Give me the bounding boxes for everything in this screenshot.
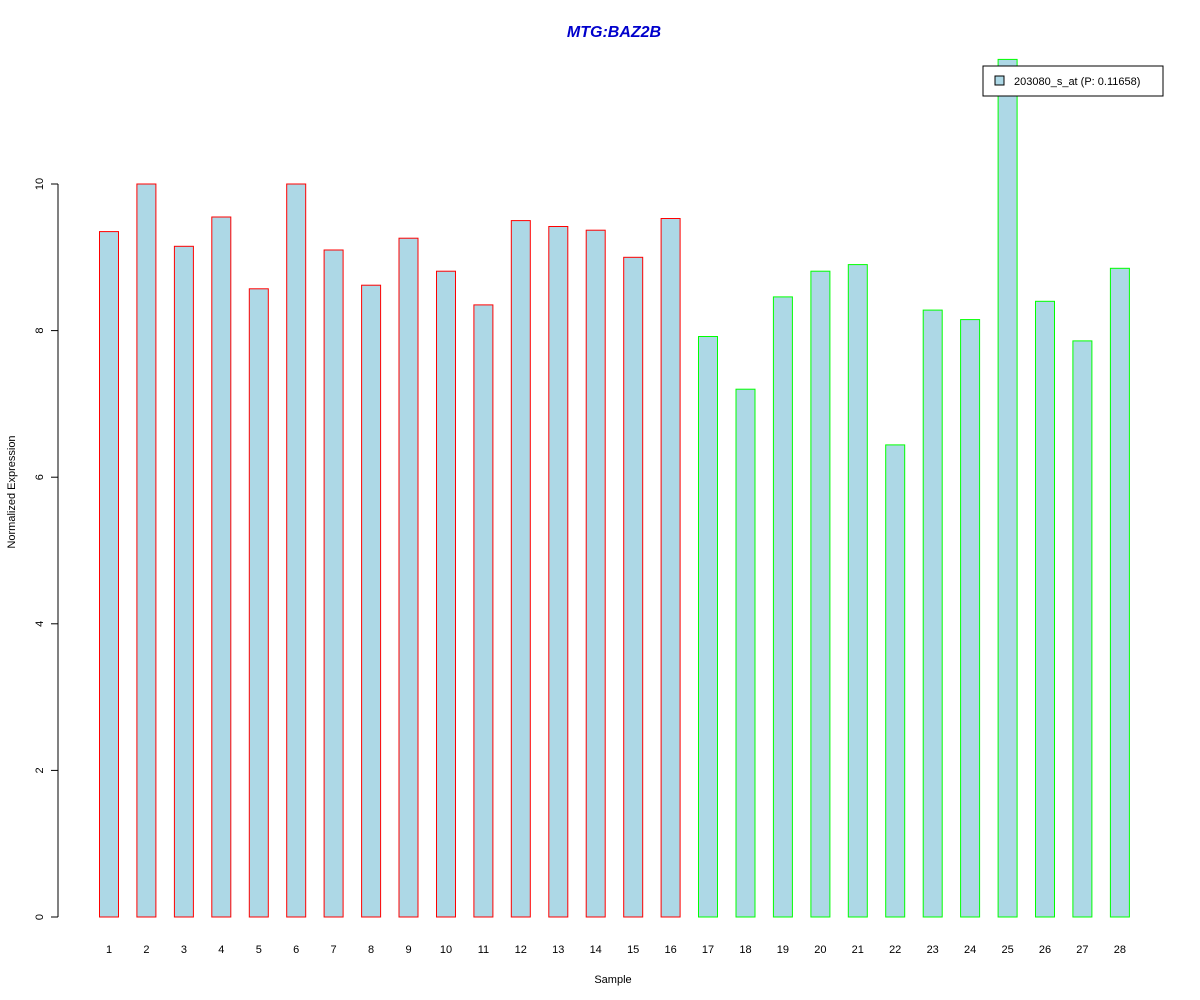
x-axis-label: Sample [594, 974, 631, 986]
bar-sample-19 [772, 296, 793, 918]
y-tick-label: 2 [34, 767, 46, 773]
x-tick-label: 18 [739, 944, 751, 956]
x-tick-label: 5 [256, 944, 262, 956]
bar-sample-6 [286, 183, 307, 918]
x-tick-label: 2 [143, 944, 149, 956]
chart-title: MTG:BAZ2B [567, 24, 661, 41]
x-tick-label: 17 [702, 944, 714, 956]
x-tick-label: 24 [964, 944, 976, 956]
bar-sample-11 [473, 304, 494, 918]
bar-sample-17 [698, 336, 718, 918]
bar-sample-7 [323, 249, 344, 918]
x-tick-label: 19 [777, 944, 789, 956]
y-axis: 0 2 4 6 8 10 [34, 178, 59, 920]
y-tick-label: 0 [34, 914, 46, 920]
bar-sample-24 [960, 319, 981, 918]
bars-group [99, 58, 1130, 918]
bar-sample-9 [398, 237, 419, 918]
bar-sample-28 [1109, 267, 1130, 918]
legend-box [982, 65, 1164, 97]
x-tick-label: 20 [814, 944, 826, 956]
bar-sample-4 [211, 216, 232, 918]
bar-sample-16 [660, 218, 681, 918]
bar-sample-26 [1035, 300, 1055, 918]
bar-sample-10 [436, 270, 456, 918]
x-tick-label: 4 [218, 944, 224, 956]
bar-sample-20 [810, 270, 831, 918]
bar-sample-25 [997, 58, 1018, 918]
x-tick-label: 10 [440, 944, 452, 956]
x-tick-label: 7 [331, 944, 337, 956]
y-tick-label: 6 [34, 474, 46, 480]
legend-swatch [994, 75, 1005, 86]
x-tick-label: 21 [852, 944, 864, 956]
x-tick-label: 15 [627, 944, 639, 956]
x-tick-label: 25 [1001, 944, 1013, 956]
bar-sample-8 [361, 284, 382, 918]
bar-sample-14 [585, 229, 606, 918]
legend: 203080_s_at (P: 0.11658) [982, 65, 1164, 97]
x-tick-label: 9 [405, 944, 411, 956]
bar-sample-5 [248, 288, 269, 918]
y-tick-label: 8 [34, 328, 46, 334]
bar-sample-23 [922, 309, 943, 918]
bar-sample-15 [623, 256, 644, 918]
y-tick-label: 4 [34, 621, 46, 627]
x-tick-label: 14 [590, 944, 602, 956]
bar-sample-27 [1072, 340, 1093, 918]
bar-sample-13 [548, 226, 569, 918]
bar-sample-18 [735, 388, 756, 918]
bar-sample-21 [847, 264, 868, 918]
y-tick-label: 10 [34, 178, 46, 190]
x-tick-label: 26 [1039, 944, 1051, 956]
x-tick-label: 1 [106, 944, 112, 956]
bar-sample-22 [885, 444, 906, 918]
bar-sample-3 [173, 245, 194, 918]
bar-sample-12 [510, 220, 531, 918]
x-tick-label: 23 [927, 944, 939, 956]
x-tick-label: 11 [478, 944, 489, 956]
x-tick-label: 13 [552, 944, 564, 956]
y-axis-label: Normalized Expression [6, 435, 18, 548]
x-tick-label: 6 [293, 944, 299, 956]
x-tick-label: 16 [664, 944, 676, 956]
x-tick-label: 28 [1114, 944, 1126, 956]
x-tick-label: 22 [889, 944, 901, 956]
bar-sample-2 [136, 183, 157, 918]
x-tick-label: 27 [1076, 944, 1088, 956]
x-tick-labels: 1 2 3 4 5 6 7 8 9 10 11 12 13 14 15 16 17 18 19 20 21 22 23 24 2… [106, 944, 1126, 956]
x-tick-label: 8 [368, 944, 374, 956]
legend-entry: 203080_s_at (P: 0.11658) [1014, 76, 1140, 88]
bar-sample-1 [99, 231, 119, 918]
x-tick-label: 12 [515, 944, 527, 956]
x-tick-label: 3 [181, 944, 187, 956]
